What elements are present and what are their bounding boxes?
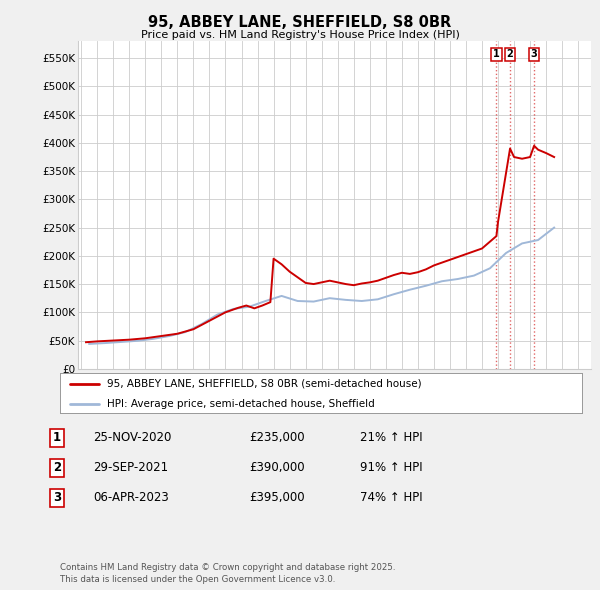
- Text: 3: 3: [531, 50, 538, 60]
- Text: 1: 1: [53, 431, 61, 444]
- Text: 21% ↑ HPI: 21% ↑ HPI: [360, 431, 422, 444]
- Text: 3: 3: [53, 491, 61, 504]
- Text: 74% ↑ HPI: 74% ↑ HPI: [360, 491, 422, 504]
- Text: £235,000: £235,000: [249, 431, 305, 444]
- Text: HPI: Average price, semi-detached house, Sheffield: HPI: Average price, semi-detached house,…: [107, 399, 375, 409]
- Text: 1: 1: [493, 50, 500, 60]
- Text: 2: 2: [506, 50, 514, 60]
- Text: £390,000: £390,000: [249, 461, 305, 474]
- Text: 25-NOV-2020: 25-NOV-2020: [93, 431, 172, 444]
- Text: 29-SEP-2021: 29-SEP-2021: [93, 461, 168, 474]
- Text: 06-APR-2023: 06-APR-2023: [93, 491, 169, 504]
- Text: £395,000: £395,000: [249, 491, 305, 504]
- Text: 2: 2: [53, 461, 61, 474]
- Text: 91% ↑ HPI: 91% ↑ HPI: [360, 461, 422, 474]
- Text: Price paid vs. HM Land Registry's House Price Index (HPI): Price paid vs. HM Land Registry's House …: [140, 30, 460, 40]
- Text: Contains HM Land Registry data © Crown copyright and database right 2025.
This d: Contains HM Land Registry data © Crown c…: [60, 563, 395, 584]
- Text: 95, ABBEY LANE, SHEFFIELD, S8 0BR: 95, ABBEY LANE, SHEFFIELD, S8 0BR: [148, 15, 452, 30]
- Text: 95, ABBEY LANE, SHEFFIELD, S8 0BR (semi-detached house): 95, ABBEY LANE, SHEFFIELD, S8 0BR (semi-…: [107, 379, 422, 389]
